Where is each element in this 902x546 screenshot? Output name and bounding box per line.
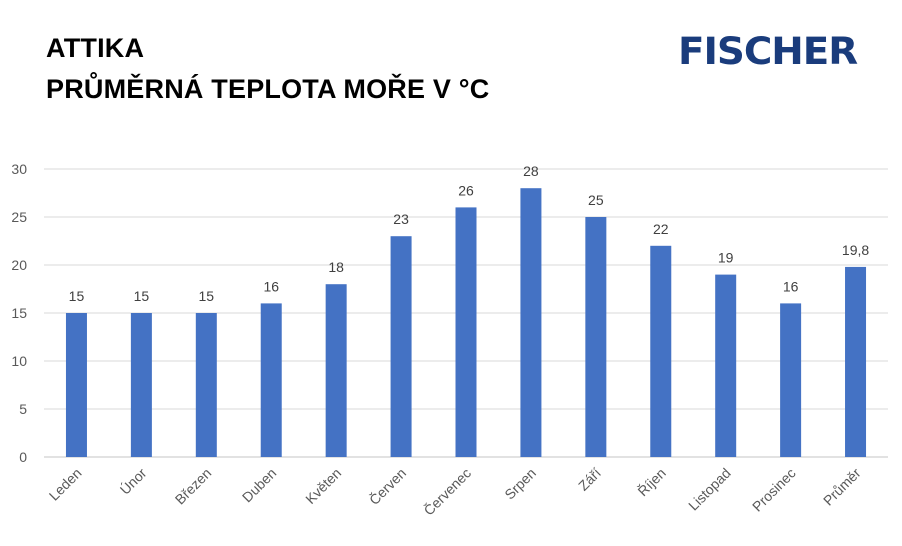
bar <box>780 303 802 457</box>
data-label: 16 <box>263 278 279 294</box>
chart-title-line1: ATTIKA <box>46 33 145 63</box>
y-tick-label: 0 <box>19 449 27 465</box>
data-label: 15 <box>69 288 85 304</box>
data-label: 23 <box>393 211 409 227</box>
x-tick-label: Červen <box>366 465 409 508</box>
data-label: 16 <box>783 278 799 294</box>
data-label: 22 <box>653 221 669 237</box>
data-label: 19,8 <box>842 242 869 258</box>
bar <box>520 188 542 457</box>
x-tick-label: Srpen <box>501 465 539 503</box>
bar <box>390 236 412 457</box>
bar <box>585 217 607 457</box>
data-label: 18 <box>328 259 344 275</box>
bar <box>65 313 87 457</box>
data-label: 15 <box>134 288 150 304</box>
bar <box>325 284 347 457</box>
x-tick-label: Květen <box>302 465 344 507</box>
x-tick-label: Říjen <box>634 465 668 499</box>
y-tick-label: 10 <box>11 353 27 369</box>
bar <box>195 313 217 457</box>
data-label: 28 <box>523 163 539 179</box>
x-tick-label: Listopad <box>685 465 734 514</box>
x-tick-label: Červenec <box>420 465 474 519</box>
y-tick-label: 30 <box>11 161 27 177</box>
x-tick-label: Průměr <box>820 465 864 509</box>
bar <box>260 303 282 457</box>
x-tick-label: Září <box>575 465 604 494</box>
y-tick-label: 20 <box>11 257 27 273</box>
x-tick-label: Únor <box>117 465 150 498</box>
chart-title-line2: PRŮMĚRNÁ TEPLOTA MOŘE V °C <box>46 74 490 104</box>
data-label: 19 <box>718 250 734 266</box>
x-tick-label: Duben <box>239 465 279 505</box>
y-tick-label: 15 <box>11 305 27 321</box>
x-tick-label: Březen <box>172 465 215 508</box>
bar <box>130 313 152 457</box>
bar <box>845 266 867 457</box>
y-tick-label: 25 <box>11 209 27 225</box>
bar <box>715 274 737 457</box>
x-tick-label: Leden <box>46 465 85 504</box>
fischer-logo: FISCHER <box>678 30 858 73</box>
data-label: 15 <box>199 288 215 304</box>
data-label: 26 <box>458 182 474 198</box>
y-tick-label: 5 <box>19 401 27 417</box>
bar <box>650 245 672 457</box>
bar <box>455 207 477 457</box>
x-tick-label: Prosinec <box>749 465 799 515</box>
data-label: 25 <box>588 192 604 208</box>
